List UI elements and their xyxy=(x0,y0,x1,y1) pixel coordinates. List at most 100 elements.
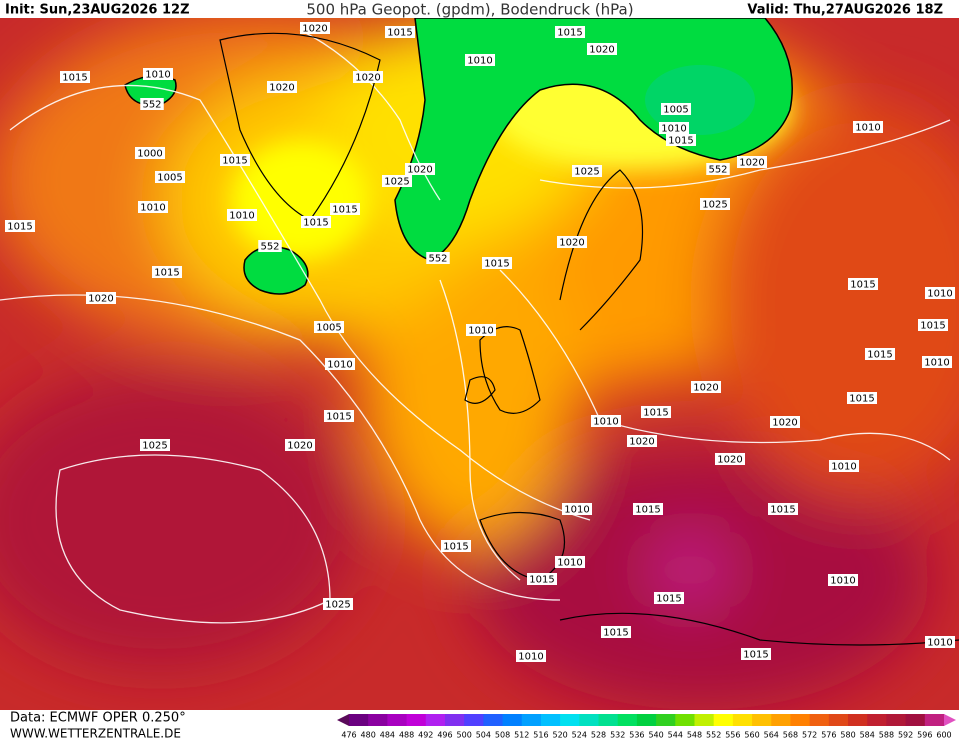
isobar-label-box xyxy=(152,266,182,278)
scale-swatch xyxy=(425,714,446,726)
isobar-label-box xyxy=(138,201,168,213)
isobar-label: 1025 xyxy=(384,177,409,188)
isobar-label: 1015 xyxy=(443,542,468,553)
scale-label: 484 xyxy=(380,731,395,740)
scale-swatch xyxy=(867,714,887,726)
isobar-label-box xyxy=(715,453,745,465)
isobar-label-box xyxy=(768,503,798,515)
scale-label: 500 xyxy=(457,731,472,740)
isobar-label-box xyxy=(426,252,450,264)
scale-swatch xyxy=(828,714,849,726)
scale-swatch xyxy=(886,714,907,726)
isobar-label: 1015 xyxy=(154,268,179,279)
isobar-label: 1015 xyxy=(222,156,247,167)
isobar-label: 1005 xyxy=(157,173,182,184)
isobar-label: 1010 xyxy=(140,203,165,214)
scale-arrow-low xyxy=(337,714,349,726)
scale-swatch xyxy=(636,714,657,726)
scale-label: 584 xyxy=(860,731,875,740)
isobar-label: 552 xyxy=(708,165,727,176)
isobar-label-box xyxy=(828,574,858,586)
isobar-label: 1010 xyxy=(927,638,952,649)
scale-swatch xyxy=(617,714,638,726)
isobar-label: 1015 xyxy=(332,205,357,216)
isobar-label-box xyxy=(301,216,331,228)
isobar-label-box xyxy=(227,209,257,221)
isobar-label: 1020 xyxy=(629,437,654,448)
isobar-label-box xyxy=(405,163,435,175)
isobar-label: 552 xyxy=(142,100,161,111)
scale-swatch xyxy=(349,714,369,726)
isobar-label: 1020 xyxy=(589,45,614,56)
scale-swatch xyxy=(464,714,484,726)
isobar-label: 1015 xyxy=(668,136,693,147)
isobar-label: 1015 xyxy=(743,650,768,661)
isobar-label-box xyxy=(633,503,663,515)
isobar-label-box xyxy=(627,435,657,447)
isobar-label: 1010 xyxy=(327,360,352,371)
isobar-label: 552 xyxy=(428,254,447,265)
isobar-label: 1020 xyxy=(287,441,312,452)
isobar-label: 1015 xyxy=(387,28,412,39)
isobar-label: 1015 xyxy=(849,394,874,405)
isobar-label-box xyxy=(385,26,415,38)
isobar-label-box xyxy=(661,103,691,115)
isobar-label-box xyxy=(466,324,496,336)
isobar-label-box xyxy=(925,287,955,299)
isobar-label-box xyxy=(925,636,955,648)
scale-swatch xyxy=(406,714,427,726)
isobar-label: 1015 xyxy=(603,628,628,639)
isobar-label: 1015 xyxy=(557,28,582,39)
isobar-label: 1015 xyxy=(529,575,554,586)
isobar-label: 1015 xyxy=(867,350,892,361)
isobar-label: 1020 xyxy=(302,24,327,35)
isobar-label: 1025 xyxy=(574,167,599,178)
scale-swatch xyxy=(368,714,388,726)
isobar-label: 1015 xyxy=(643,408,668,419)
scale-label: 568 xyxy=(783,731,798,740)
scale-label: 564 xyxy=(764,731,779,740)
isobar-label: 1015 xyxy=(850,280,875,291)
color-scale: 476 480 484 488 492 496 500 504 508 512 516 520 524 5… xyxy=(337,714,956,740)
isobar-label-box xyxy=(465,54,495,66)
isobar-label: 1010 xyxy=(468,326,493,337)
scale-swatch xyxy=(848,714,868,726)
scale-swatch xyxy=(752,714,772,726)
isobar-label-box xyxy=(555,26,585,38)
scale-label: 508 xyxy=(495,731,510,740)
isobar-label: 1015 xyxy=(770,505,795,516)
isobar-label-box xyxy=(562,503,592,515)
scale-label: 572 xyxy=(802,731,817,740)
scale-label: 512 xyxy=(514,731,529,740)
scale-swatch xyxy=(598,714,619,726)
scale-swatch xyxy=(444,714,465,726)
isobar-label-box xyxy=(220,154,250,166)
isobar-label: 1010 xyxy=(855,123,880,134)
isobar-label: 1025 xyxy=(325,600,350,611)
isobar-label: 1025 xyxy=(702,200,727,211)
scale-label: 476 xyxy=(341,731,356,740)
isobar-label-box xyxy=(922,356,952,368)
isobar-label-box xyxy=(557,236,587,248)
isobar-label-box xyxy=(140,98,164,110)
isobar-label: 1020 xyxy=(693,383,718,394)
scale-arrow-high xyxy=(944,714,956,726)
isobar-label: 1000 xyxy=(137,149,162,160)
isobar-label-box xyxy=(482,257,512,269)
isobar-label-box xyxy=(353,71,383,83)
isobar-label: 1015 xyxy=(7,222,32,233)
isobar-label-box xyxy=(706,163,730,175)
isobar-label: 1010 xyxy=(593,417,618,428)
isobar-label-box xyxy=(654,592,684,604)
isobar-label-box xyxy=(829,460,859,472)
isobar-label: 1010 xyxy=(145,70,170,81)
isobar-label: 1020 xyxy=(407,165,432,176)
isobar-label: 1020 xyxy=(717,455,742,466)
isobar-label: 1015 xyxy=(635,505,660,516)
isobar-label-box xyxy=(741,648,771,660)
scale-label: 556 xyxy=(725,731,740,740)
scale-label: 544 xyxy=(668,731,683,740)
scale-label: 516 xyxy=(533,731,548,740)
isobar-label-box xyxy=(285,439,315,451)
